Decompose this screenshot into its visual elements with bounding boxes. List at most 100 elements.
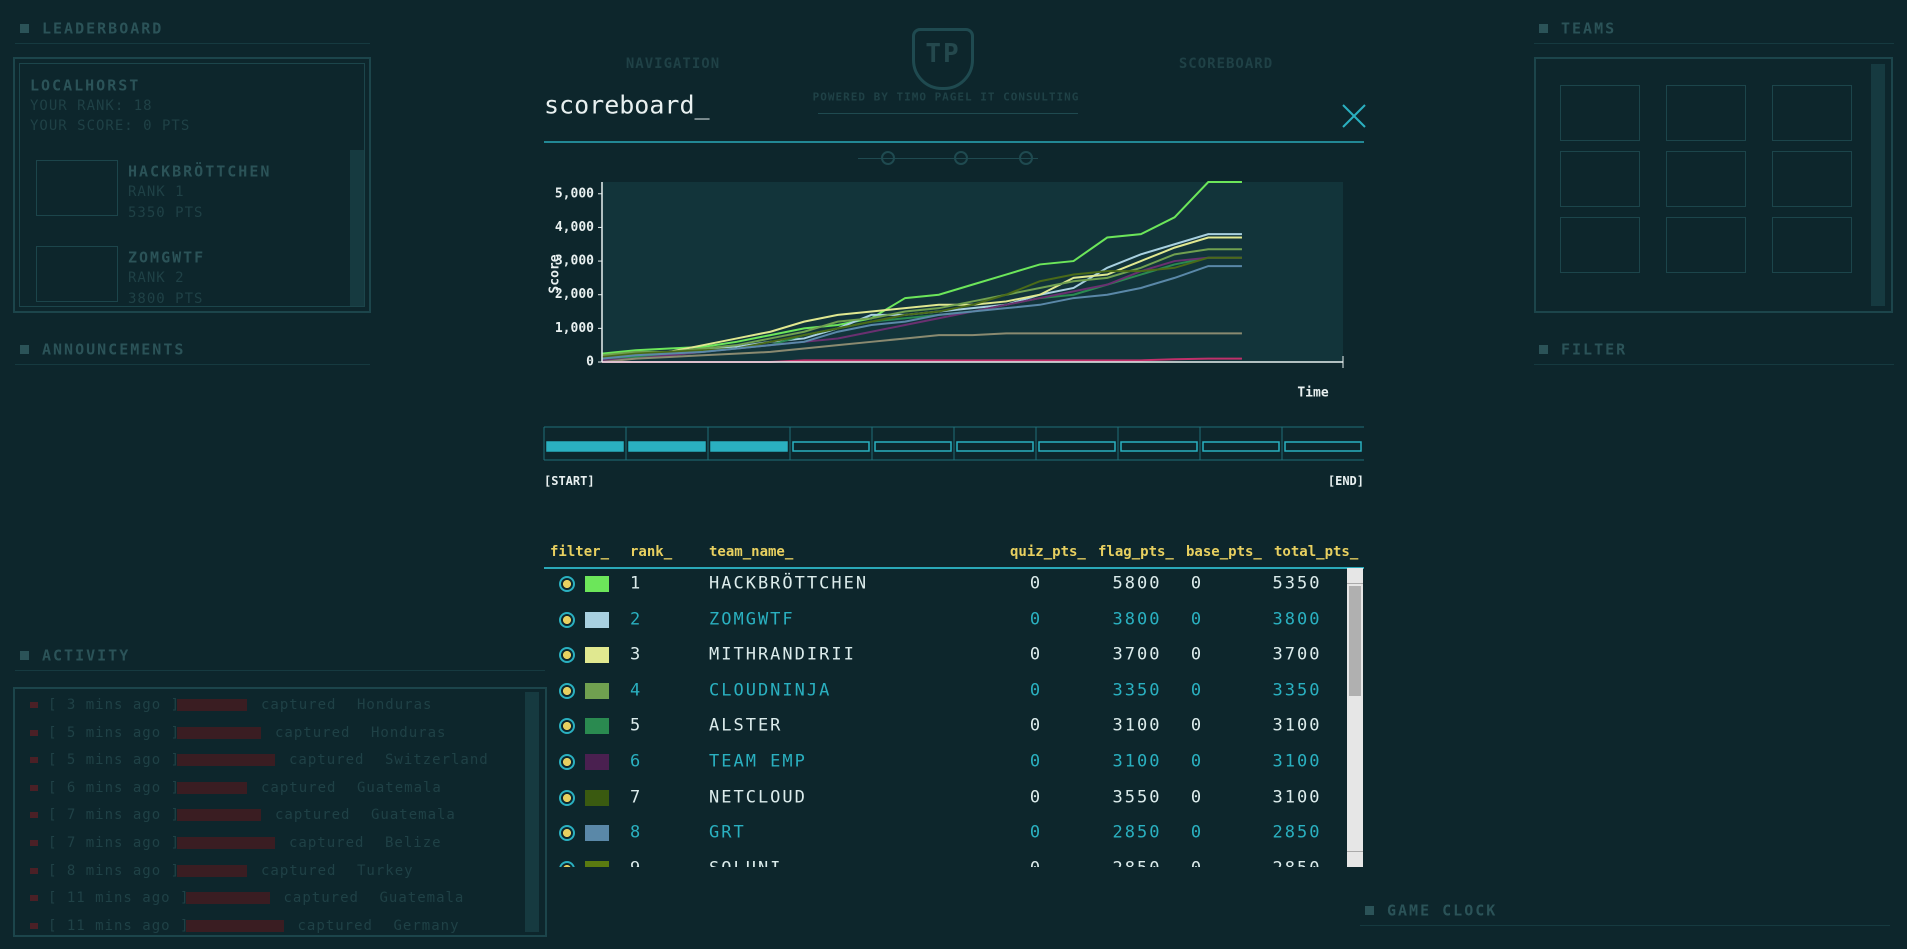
team-color — [585, 860, 609, 867]
cell: 2850 — [1272, 822, 1322, 843]
cell: 3700 — [1112, 644, 1162, 665]
row-filter[interactable] — [559, 576, 575, 592]
activity-action: captured — [297, 917, 373, 934]
cell: 7 — [630, 787, 643, 808]
nav-dot — [881, 151, 895, 165]
entry-points: 5350 PTS — [128, 205, 204, 221]
timeline-start: [START] — [544, 474, 595, 488]
logo: TP — [925, 39, 961, 69]
leaderboard-inner — [19, 63, 365, 307]
cell: 0 — [1190, 751, 1204, 772]
activity-action: captured — [261, 862, 337, 879]
cell: 0 — [1190, 787, 1204, 808]
nav-rule — [818, 113, 1078, 114]
row-filter[interactable] — [559, 718, 575, 735]
entry-rank: RANK 1 — [128, 184, 185, 200]
cell: 0 — [1030, 860, 1042, 867]
entry-name: ZOMGWTF — [128, 248, 206, 267]
y-tick-label: 5,000 — [555, 186, 594, 201]
header-marker — [20, 345, 29, 354]
panel-title: ACTIVITY — [42, 646, 131, 665]
activity-marker — [30, 840, 38, 846]
timeline-end: [END] — [1327, 474, 1364, 488]
activity-action: captured — [261, 779, 337, 796]
powered-by: POWERED BY TIMO PAGEL IT CONSULTING — [812, 90, 1080, 104]
panel-title: ANNOUNCEMENTS — [42, 340, 186, 359]
cell: 3100 — [1112, 751, 1162, 772]
header-rule — [1360, 925, 1890, 926]
header-marker — [1365, 906, 1374, 915]
activity-time: [ 5 mins ago ] — [48, 724, 181, 741]
cell: 0 — [1190, 715, 1204, 736]
cell: CLOUDNINJA — [709, 680, 832, 701]
activity-action: captured — [275, 724, 351, 741]
timeline-segment — [956, 441, 1034, 452]
row-filter[interactable] — [559, 647, 575, 664]
cell: 0 — [1190, 609, 1204, 630]
team-name-redacted — [177, 781, 247, 794]
header-rule — [1534, 43, 1894, 44]
series-line — [601, 332, 1242, 363]
team-icon — [1772, 217, 1852, 273]
cell: 0 — [1029, 787, 1043, 808]
column-header: total_pts_ — [1274, 544, 1359, 560]
team-icon — [1560, 151, 1640, 207]
nav-slider — [858, 158, 1038, 159]
cell: 3100 — [1272, 787, 1322, 808]
row-filter[interactable] — [559, 825, 575, 842]
header-marker — [1539, 24, 1548, 33]
team-icon — [1666, 151, 1746, 207]
team-icon — [1560, 217, 1640, 273]
activity-time: [ 5 mins ago ] — [48, 752, 181, 769]
team-name-redacted — [177, 754, 275, 767]
team-color — [585, 789, 609, 806]
activity-marker — [30, 922, 38, 929]
series-line — [601, 248, 1242, 357]
activity-action: captured — [289, 752, 365, 769]
leaderboard-panel — [13, 57, 371, 313]
cell: HACKBRÖTTCHEN — [709, 573, 869, 594]
timeline-segment — [874, 441, 952, 452]
cell: 2850 — [1113, 860, 1162, 867]
entry-points: 3800 PTS — [128, 291, 204, 307]
header-rule — [15, 43, 370, 44]
cell: 0 — [1029, 680, 1043, 701]
timeline-segment — [546, 441, 624, 452]
cell: 0 — [1029, 751, 1043, 772]
activity-time: [ 11 mins ago ] — [48, 917, 190, 934]
row-filter[interactable] — [559, 682, 575, 699]
activity-marker — [30, 784, 38, 791]
row-filter[interactable] — [559, 789, 575, 806]
row-filter[interactable] — [559, 611, 575, 628]
y-tick-label: 4,000 — [555, 220, 594, 235]
cell: 2 — [630, 609, 643, 630]
activity-time: [ 3 mins ago ] — [48, 697, 181, 713]
activity-country: Germany — [393, 917, 460, 934]
nav-link: SCOREBOARD — [1178, 56, 1274, 72]
team-name-redacted — [177, 837, 275, 849]
logo-shield — [912, 28, 974, 90]
cell: 3800 — [1112, 609, 1162, 630]
entry-rank: RANK 2 — [128, 270, 185, 286]
close-button[interactable] — [1342, 104, 1366, 128]
user-rank: YOUR RANK: 18 — [30, 98, 153, 114]
nav-link: NAVIGATION — [625, 56, 721, 72]
timeline-segment — [628, 441, 706, 452]
column-header: base_pts_ — [1186, 544, 1262, 560]
timeline-segment — [1120, 441, 1198, 452]
series-line — [601, 236, 1242, 360]
timeline-segment — [1038, 441, 1116, 452]
header-rule — [1534, 364, 1894, 365]
cell: 3350 — [1272, 680, 1322, 701]
cell: 0 — [1029, 573, 1043, 594]
team-icon — [1772, 85, 1852, 141]
team-icon — [1666, 217, 1746, 273]
activity-country: Honduras — [357, 697, 433, 713]
cell: SOLUNI — [709, 860, 782, 867]
activity-country: Guatemala — [371, 807, 456, 824]
table-body: 1 HACKBRÖTTCHEN 0 5800 0 5350 2 ZOMGWTF 0 3800 0 38… — [544, 568, 1364, 867]
series-line — [601, 256, 1242, 358]
scrollbar-thumb — [1349, 586, 1361, 696]
row-filter[interactable] — [559, 860, 575, 867]
row-filter[interactable] — [559, 754, 575, 770]
